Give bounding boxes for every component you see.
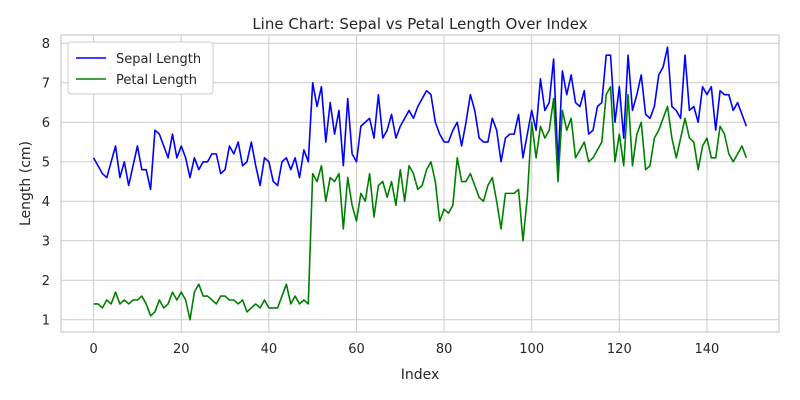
x-tick-label: 100 [519, 342, 544, 357]
x-tick-label: 140 [695, 342, 720, 357]
y-tick-label: 2 [42, 274, 50, 289]
x-axis-label: Index [401, 367, 440, 383]
legend-label-petal-length: Petal Length [116, 73, 197, 88]
x-tick-label: 0 [89, 342, 97, 357]
x-tick-label: 60 [348, 342, 365, 357]
x-tick-label: 120 [607, 342, 632, 357]
y-tick-label: 1 [42, 313, 50, 328]
y-tick-label: 3 [42, 234, 50, 249]
x-tick-label: 80 [436, 342, 453, 357]
legend-box [67, 41, 214, 95]
y-tick-label: 5 [42, 155, 50, 170]
legend: Sepal Length Petal Length [67, 41, 214, 95]
series-layer [92, 46, 748, 321]
ticks: 0 20 40 60 80 100 120 140 1 2 3 4 5 6 7 8 [42, 37, 720, 357]
y-axis-label: Length (cm) [18, 141, 34, 226]
x-tick-label: 20 [173, 342, 190, 357]
legend-label-sepal-length: Sepal Length [116, 52, 201, 67]
chart-title: Line Chart: Sepal vs Petal Length Over I… [252, 15, 587, 33]
y-tick-label: 6 [42, 116, 50, 131]
y-tick-label: 7 [42, 76, 50, 91]
plot-frame [60, 34, 780, 333]
y-tick-label: 8 [42, 37, 50, 52]
grid [61, 35, 779, 332]
x-tick-label: 40 [261, 342, 278, 357]
series-line-sepal-length [92, 46, 748, 191]
series-line-petal-length [93, 85, 748, 321]
y-tick-label: 4 [42, 195, 50, 210]
